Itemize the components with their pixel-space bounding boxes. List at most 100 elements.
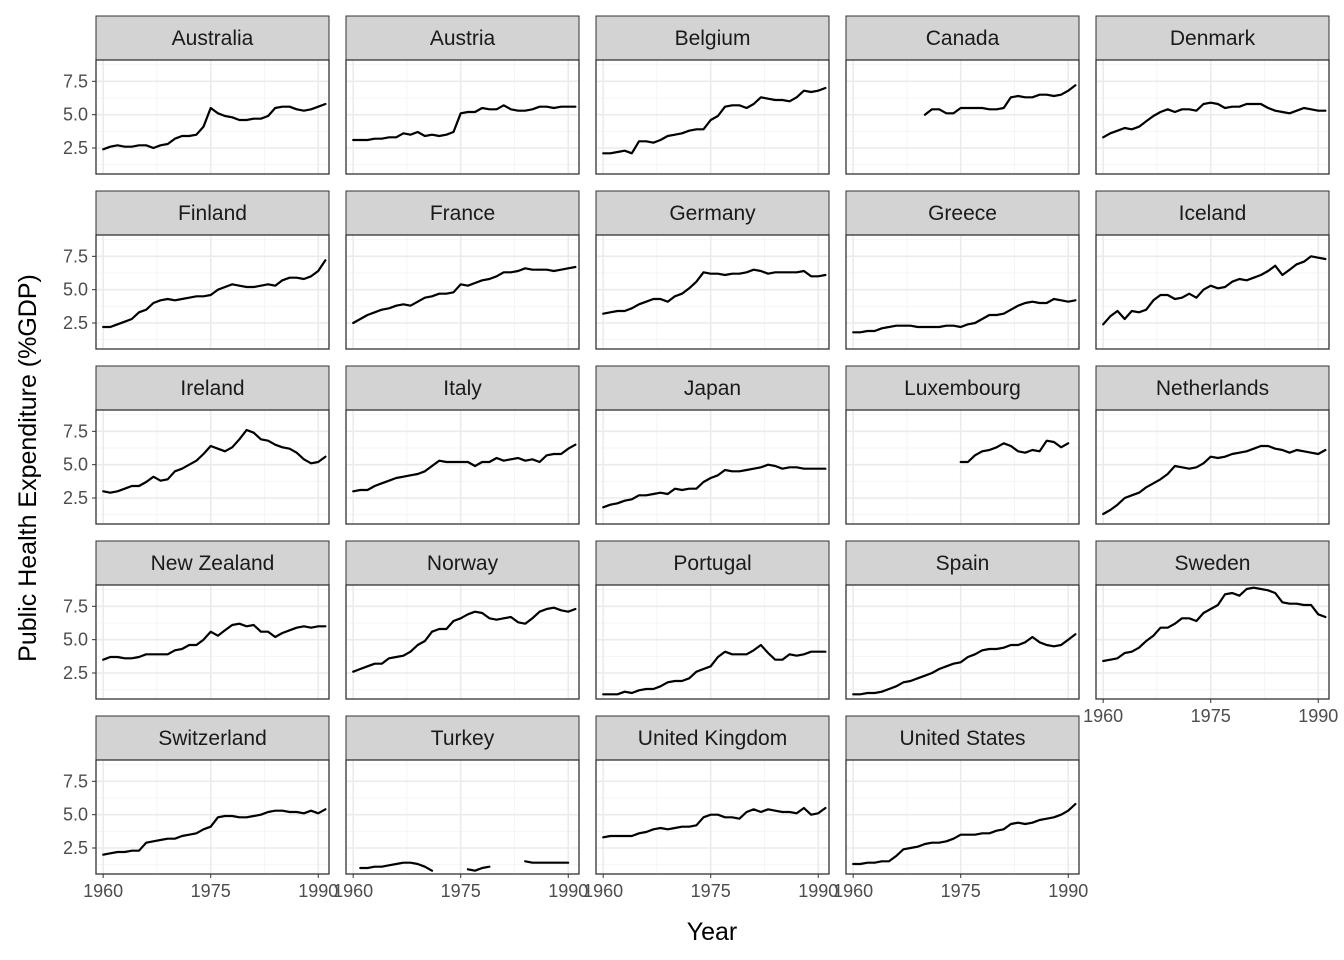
facet-strip bbox=[95, 365, 330, 411]
panel-border bbox=[845, 584, 1080, 700]
series-line-france bbox=[352, 265, 577, 325]
series-line-turkey bbox=[359, 860, 570, 872]
panel-background bbox=[1096, 410, 1329, 524]
panel-border bbox=[595, 59, 830, 175]
facet-sweden: Sweden 1960 1975 1990 bbox=[1083, 540, 1338, 726]
facet-label: Japan bbox=[684, 377, 741, 400]
x-tick-label: 1975 bbox=[941, 881, 981, 901]
facet-label: Norway bbox=[427, 552, 499, 575]
series-line-greece bbox=[852, 297, 1077, 334]
facet-norway: Norway bbox=[345, 540, 580, 700]
panel-border bbox=[345, 409, 580, 525]
facet-ireland: Ireland 2.5 5.0 7.5 bbox=[63, 365, 330, 525]
x-tick-label: 1990 bbox=[298, 881, 338, 901]
panel-border bbox=[345, 759, 580, 875]
facet-label: Portugal bbox=[673, 552, 751, 575]
series-line-united-kingdom bbox=[602, 806, 827, 839]
series-line-sweden bbox=[1102, 586, 1327, 663]
y-axis-title: Public Health Expenditure (%GDP) bbox=[14, 274, 42, 662]
panel-border bbox=[595, 584, 830, 700]
panel-border bbox=[595, 234, 830, 350]
panel-background bbox=[346, 760, 579, 874]
facet-france: France bbox=[345, 190, 580, 350]
facet-belgium: Belgium bbox=[595, 15, 830, 175]
series-line-spain bbox=[852, 633, 1077, 696]
facet-strip bbox=[95, 190, 330, 236]
facet-strip bbox=[345, 540, 580, 586]
panel-background bbox=[1096, 585, 1329, 699]
facet-strip bbox=[845, 715, 1080, 761]
facet-greece: Greece bbox=[845, 190, 1080, 350]
y-tick-label: 2.5 bbox=[63, 138, 88, 158]
series-line-portugal bbox=[602, 643, 827, 696]
panel-background bbox=[346, 235, 579, 349]
facet-label: Belgium bbox=[675, 27, 751, 50]
series-line-netherlands bbox=[1102, 444, 1327, 516]
facet-turkey: Turkey 1960 1975 1990 bbox=[333, 715, 588, 901]
panel-background bbox=[846, 235, 1079, 349]
y-tick-label: 2.5 bbox=[63, 838, 88, 858]
series-line-new-zealand bbox=[102, 622, 327, 661]
facet-label: New Zealand bbox=[151, 552, 275, 575]
facet-portugal: Portugal bbox=[595, 540, 830, 700]
facet-iceland: Iceland bbox=[1095, 190, 1330, 350]
panel-border bbox=[345, 234, 580, 350]
facet-netherlands: Netherlands bbox=[1095, 365, 1330, 525]
x-tick-label: 1960 bbox=[1083, 706, 1123, 726]
panel-border bbox=[95, 234, 330, 350]
panel-background bbox=[96, 585, 329, 699]
facet-label: Luxembourg bbox=[904, 377, 1021, 400]
facet-canada: Canada bbox=[845, 15, 1080, 175]
facet-label: Canada bbox=[926, 27, 1000, 50]
facet-label: Germany bbox=[669, 202, 756, 225]
facet-label: Spain bbox=[936, 552, 990, 575]
panel-border bbox=[595, 409, 830, 525]
series-line-belgium bbox=[602, 86, 827, 155]
facet-strip bbox=[95, 15, 330, 61]
panel-border bbox=[1095, 409, 1330, 525]
facet-strip bbox=[345, 15, 580, 61]
facet-strip bbox=[845, 365, 1080, 411]
x-tick-label: 1975 bbox=[691, 881, 731, 901]
x-tick-label: 1960 bbox=[83, 881, 123, 901]
facet-label: Greece bbox=[928, 202, 997, 225]
facet-label: Switzerland bbox=[158, 727, 267, 750]
facet-switzerland: Switzerland 2.5 5.0 7.5 1960 1975 1990 bbox=[63, 715, 338, 901]
x-tick-label: 1960 bbox=[833, 881, 873, 901]
panel-border bbox=[95, 409, 330, 525]
series-line-united-states bbox=[852, 802, 1077, 866]
x-axis-title: Year bbox=[687, 918, 738, 946]
panel-background bbox=[1096, 60, 1329, 174]
y-tick-label: 7.5 bbox=[63, 421, 88, 441]
facet-panels: Australia 2.5 5.0 7.5 Austria Belgium Canada De… bbox=[63, 15, 1338, 901]
y-tick-label: 2.5 bbox=[63, 313, 88, 333]
y-tick-label: 5.0 bbox=[63, 455, 88, 475]
facet-label: Sweden bbox=[1175, 552, 1251, 575]
x-tick-label: 1975 bbox=[191, 881, 231, 901]
facet-label: Italy bbox=[443, 377, 482, 400]
panel-border bbox=[1095, 584, 1330, 700]
x-tick-label: 1990 bbox=[548, 881, 588, 901]
y-tick-label: 2.5 bbox=[63, 488, 88, 508]
panel-background bbox=[846, 60, 1079, 174]
facet-strip bbox=[595, 540, 830, 586]
series-line-germany bbox=[602, 268, 827, 315]
series-line-ireland bbox=[102, 428, 327, 494]
facet-strip bbox=[1095, 540, 1330, 586]
facet-strip bbox=[595, 15, 830, 61]
facet-new-zealand: New Zealand 2.5 5.0 7.5 bbox=[63, 540, 330, 700]
facet-strip bbox=[1095, 190, 1330, 236]
x-tick-label: 1975 bbox=[1191, 706, 1231, 726]
series-line-australia bbox=[102, 102, 327, 151]
facet-strip bbox=[845, 540, 1080, 586]
panel-border bbox=[95, 759, 330, 875]
panel-border bbox=[345, 584, 580, 700]
series-line-austria bbox=[352, 104, 577, 142]
facet-label: Australia bbox=[172, 27, 254, 50]
y-tick-label: 7.5 bbox=[63, 71, 88, 91]
panel-background bbox=[846, 760, 1079, 874]
series-line-finland bbox=[102, 259, 327, 329]
panel-background bbox=[596, 585, 829, 699]
panel-background bbox=[96, 235, 329, 349]
y-tick-label: 5.0 bbox=[63, 280, 88, 300]
